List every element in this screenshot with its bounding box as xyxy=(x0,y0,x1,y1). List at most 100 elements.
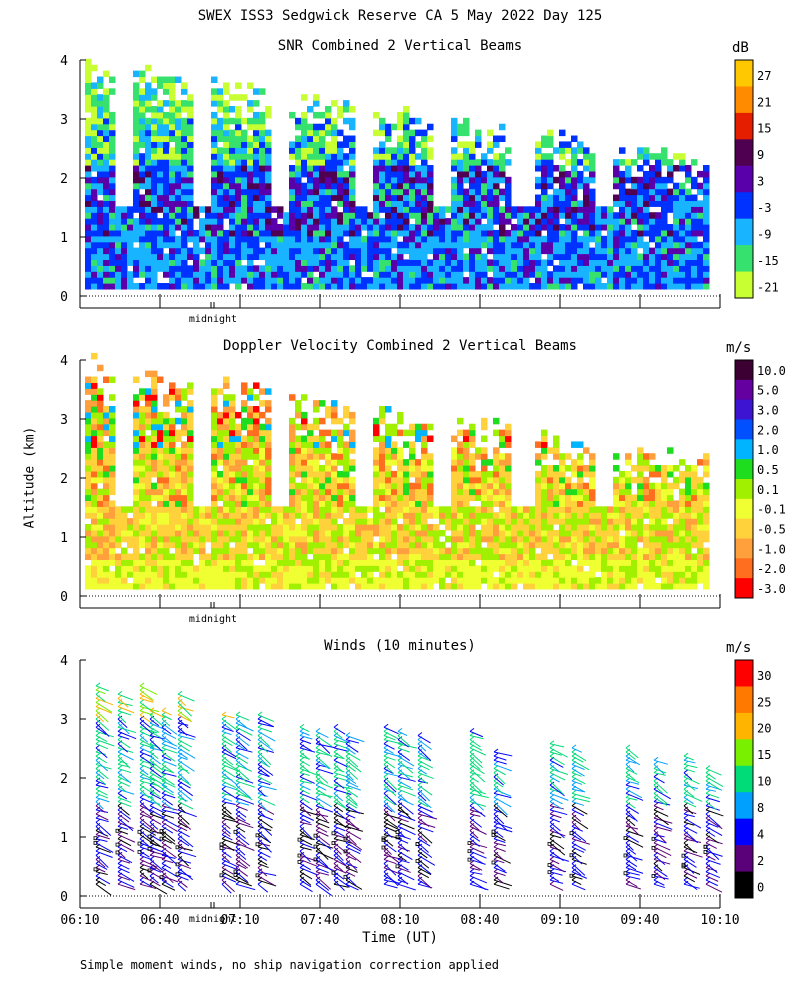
heatmap-cell xyxy=(637,206,644,213)
heatmap-cell xyxy=(541,518,548,525)
heatmap-cell xyxy=(499,277,506,284)
heatmap-cell xyxy=(523,212,530,219)
heatmap-cell xyxy=(331,435,338,443)
heatmap-cell xyxy=(643,529,650,537)
heatmap-cell xyxy=(337,577,344,584)
heatmap-cell xyxy=(397,429,404,437)
heatmap-cell xyxy=(673,524,680,531)
heatmap-cell xyxy=(289,200,296,207)
heatmap-cell xyxy=(685,200,692,207)
heatmap-cell xyxy=(613,494,620,502)
heatmap-cell xyxy=(133,159,140,166)
heatmap-cell xyxy=(307,535,314,543)
heatmap-cell xyxy=(217,529,224,537)
wind-barb xyxy=(95,850,113,858)
heatmap-cell xyxy=(373,506,380,513)
heatmap-cell xyxy=(175,182,182,190)
heatmap-cell xyxy=(253,123,260,131)
heatmap-cell xyxy=(151,406,158,413)
heatmap-cell xyxy=(553,235,560,243)
heatmap-cell xyxy=(403,494,410,502)
heatmap-cell xyxy=(319,447,326,454)
heatmap-cell xyxy=(301,470,308,478)
wind-barb xyxy=(95,838,108,843)
heatmap-cell xyxy=(457,271,464,278)
heatmap-cell xyxy=(301,135,308,143)
heatmap-cell xyxy=(253,470,260,478)
heatmap-cell xyxy=(199,583,206,590)
heatmap-cell xyxy=(163,494,170,502)
heatmap-cell xyxy=(565,170,572,178)
heatmap-cell xyxy=(535,277,542,284)
heatmap-cell xyxy=(157,482,164,490)
heatmap-cell xyxy=(559,170,566,178)
heatmap-cell xyxy=(493,259,500,266)
heatmap-cell xyxy=(349,429,356,437)
heatmap-cell xyxy=(115,512,122,519)
heatmap-cell xyxy=(229,106,236,113)
heatmap-cell xyxy=(325,129,332,137)
heatmap-cell xyxy=(433,512,440,519)
heatmap-cell xyxy=(595,518,602,525)
heatmap-cell xyxy=(403,535,410,543)
heatmap-cell xyxy=(133,423,140,431)
heatmap-cell xyxy=(115,559,122,566)
heatmap-cell xyxy=(253,88,260,95)
heatmap-cell xyxy=(679,470,686,478)
heatmap-cell xyxy=(133,182,140,190)
heatmap-cell xyxy=(499,577,506,584)
heatmap-cell xyxy=(229,435,236,443)
heatmap-cell xyxy=(175,235,182,243)
heatmap-cell xyxy=(331,206,338,213)
heatmap-cell xyxy=(85,265,92,272)
heatmap-cell xyxy=(295,253,302,261)
heatmap-cell xyxy=(229,429,236,437)
heatmap-cell xyxy=(139,253,146,261)
heatmap-cell xyxy=(511,206,518,213)
heatmap-cell xyxy=(613,224,620,231)
heatmap-cell xyxy=(253,529,260,537)
heatmap-cell xyxy=(703,265,710,272)
heatmap-cell xyxy=(241,470,248,478)
heatmap-cell xyxy=(643,259,650,266)
heatmap-cell xyxy=(415,253,422,261)
heatmap-cell xyxy=(331,235,338,243)
heatmap-cell xyxy=(469,512,476,519)
heatmap-cell xyxy=(319,194,326,202)
heatmap-cell xyxy=(589,194,596,202)
heatmap-cell xyxy=(697,494,704,502)
heatmap-cell xyxy=(397,465,404,472)
heatmap-cell xyxy=(625,459,632,466)
heatmap-cell xyxy=(265,265,272,272)
heatmap-cell xyxy=(649,277,656,284)
heatmap-cell xyxy=(397,170,404,178)
heatmap-cell xyxy=(661,188,668,196)
heatmap-cell xyxy=(85,388,92,395)
heatmap-cell xyxy=(229,447,236,454)
heatmap-cell xyxy=(91,535,98,543)
heatmap-cell xyxy=(85,259,92,266)
heatmap-cell xyxy=(391,518,398,525)
heatmap-cell xyxy=(151,229,158,237)
heatmap-cell xyxy=(151,435,158,443)
heatmap-cell xyxy=(535,529,542,537)
heatmap-cell xyxy=(109,218,116,225)
heatmap-cell xyxy=(313,218,320,225)
heatmap-cell xyxy=(337,470,344,478)
heatmap-cell xyxy=(331,559,338,566)
heatmap-cell xyxy=(547,565,554,572)
heatmap-cell xyxy=(295,447,302,454)
heatmap-cell xyxy=(151,441,158,448)
heatmap-cell xyxy=(457,176,464,184)
heatmap-cell xyxy=(235,241,242,249)
heatmap-cell xyxy=(187,159,194,166)
heatmap-cell xyxy=(211,417,218,425)
heatmap-cell xyxy=(589,176,596,184)
heatmap-cell xyxy=(679,583,686,590)
heatmap-cell xyxy=(589,506,596,513)
heatmap-cell xyxy=(559,565,566,572)
heatmap-cell xyxy=(319,476,326,484)
heatmap-cell xyxy=(223,465,230,472)
heatmap-cell xyxy=(205,518,212,525)
heatmap-cell xyxy=(97,535,104,543)
